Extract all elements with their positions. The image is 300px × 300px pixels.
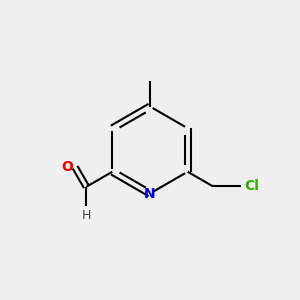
Text: Cl: Cl xyxy=(244,179,259,193)
Text: N: N xyxy=(144,187,156,200)
Text: O: O xyxy=(61,160,73,174)
Text: H: H xyxy=(82,209,91,222)
